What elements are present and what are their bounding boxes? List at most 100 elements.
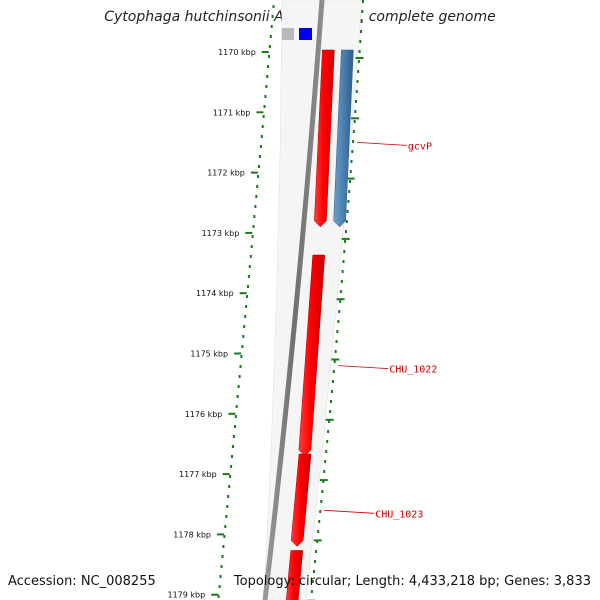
outer-ring-dot <box>329 410 332 413</box>
inner-ring-dot <box>247 285 249 288</box>
gene-label-chu_1022[interactable]: CHU_1022 <box>389 365 437 376</box>
outer-ring-dot <box>319 510 322 513</box>
inner-ring-dot <box>252 225 255 228</box>
inner-ring-dot <box>254 205 257 208</box>
gene-labels: gcvP CHU_1022 CHU_1023 <box>324 141 437 520</box>
outer-ring-dot <box>325 450 328 453</box>
outer-ring-dot <box>330 400 332 403</box>
outer-ring-dot <box>331 380 334 383</box>
outer-ring-dot <box>334 350 337 353</box>
inner-ring-dot <box>227 495 230 498</box>
inner-ring-dot <box>265 85 268 88</box>
label-leader-line <box>338 365 389 369</box>
gene-feature-chu_1023[interactable] <box>290 453 312 547</box>
inner-ring-dot <box>272 5 275 8</box>
outer-ring-dot <box>349 170 352 173</box>
outer-ring-dot <box>353 120 356 123</box>
gene-features <box>285 49 354 600</box>
inner-ring-dot <box>235 405 238 408</box>
inner-dotted-ring <box>217 5 275 598</box>
inner-ring-dot <box>239 365 242 368</box>
outer-ring-dot <box>351 150 354 153</box>
outer-ring-dot <box>343 250 346 253</box>
outer-ring-dot <box>354 110 357 113</box>
outer-ring-dot <box>324 460 327 463</box>
outer-ring-dot <box>332 370 335 373</box>
gene-label-chu_1023[interactable]: CHU_1023 <box>375 509 423 520</box>
inner-ring-dot <box>253 215 256 218</box>
inner-ring-dot <box>236 395 239 398</box>
inner-ring-dot <box>260 135 263 138</box>
outer-ring-dot <box>313 570 315 573</box>
inner-ring-dot <box>220 565 223 568</box>
outer-ring-dot <box>348 190 351 193</box>
inner-ring-dot <box>271 15 274 18</box>
outer-ring-dot <box>357 60 360 63</box>
inner-ring-dot <box>231 455 233 458</box>
outer-ring-dot <box>347 200 350 203</box>
outer-ring-dot <box>326 440 329 443</box>
inner-ring-dot <box>242 335 245 338</box>
outer-ring-dot <box>360 30 362 33</box>
inner-ring-dot <box>268 55 270 58</box>
label-leader-line <box>356 142 407 146</box>
inner-ring-dot <box>233 425 236 428</box>
outer-ring-dot <box>361 10 364 13</box>
inner-ring-dot <box>225 515 228 518</box>
outer-dotted-ring <box>310 0 364 593</box>
inner-ring-dot <box>258 155 261 158</box>
inner-ring-dot <box>256 185 259 188</box>
gene-feature-gcvp[interactable] <box>333 49 354 228</box>
outer-ring-dot <box>314 560 317 563</box>
tick-label: 1175 kbp <box>190 350 228 359</box>
tick-label: 1179 kbp <box>167 591 205 600</box>
inner-ring-dot <box>241 345 244 348</box>
inner-ring-dot <box>217 595 220 598</box>
inner-ring-dot <box>269 35 272 38</box>
outer-ring-dot <box>340 280 343 283</box>
outer-ring-dot <box>336 330 339 333</box>
outer-ring-dot <box>339 300 342 303</box>
outer-ring-dot <box>357 70 360 73</box>
outer-ring-dot <box>344 240 347 243</box>
tick-label: 1177 kbp <box>179 470 217 479</box>
inner-ring-dot <box>228 485 231 488</box>
outer-ring-dot <box>345 230 347 233</box>
inner-ring-dot <box>229 475 232 478</box>
inner-ring-dot <box>270 25 273 28</box>
outer-ring-dot <box>352 140 355 143</box>
inner-ring-dot <box>222 545 225 548</box>
inner-ring-dot <box>243 325 246 328</box>
inner-ring-dot <box>262 115 265 118</box>
inner-ring-dot <box>218 585 221 588</box>
genome-summary-text: Topology: circular; Length: 4,433,218 bp… <box>233 574 591 589</box>
gene-label-gcvp[interactable]: gcvP <box>408 141 432 152</box>
inner-ring-dot <box>266 75 269 78</box>
inner-ring-dot <box>232 435 235 438</box>
inner-ring-dot <box>247 275 250 278</box>
outer-ring-dot <box>315 550 318 553</box>
outer-ring-dot <box>341 270 344 273</box>
gene-feature[interactable] <box>285 550 304 600</box>
top-blue-feature <box>299 28 312 40</box>
inner-ring-dot <box>237 385 240 388</box>
gene-feature[interactable] <box>314 49 335 228</box>
outer-ring-dot <box>355 90 358 93</box>
inner-ring-dot <box>264 95 267 98</box>
outer-ring-dot <box>317 530 320 533</box>
gene-feature-chu_1022[interactable] <box>298 254 326 457</box>
outer-ring-dot <box>359 40 362 43</box>
tick-label: 1178 kbp <box>173 530 211 539</box>
outer-ring-dot <box>328 420 331 423</box>
inner-ring-dot <box>268 45 271 48</box>
outer-ring-dot <box>321 490 324 493</box>
outer-ring-dot <box>362 0 364 3</box>
backbone-line <box>262 0 325 600</box>
outer-ring-dot <box>320 500 323 503</box>
outer-ring-dot <box>339 290 342 293</box>
inner-ring-dot <box>230 465 233 468</box>
outer-ring-dot <box>322 480 325 483</box>
outer-ring-dot <box>330 390 333 393</box>
inner-ring-dot <box>257 175 260 178</box>
